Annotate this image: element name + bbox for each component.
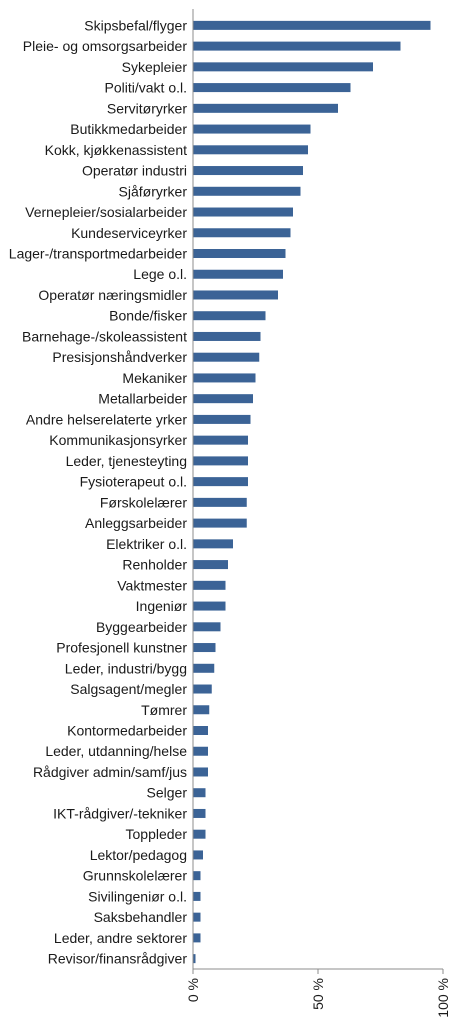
- bar: [193, 788, 206, 798]
- bar: [193, 684, 212, 694]
- bar: [193, 601, 226, 611]
- category-label: Revisor/finansrådgiver: [48, 951, 188, 967]
- category-label: Pleie- og omsorgsarbeider: [23, 38, 188, 54]
- category-labels-group: Skipsbefal/flyger Pleie- og omsorgsarbeid…: [9, 17, 188, 966]
- bar: [193, 186, 301, 196]
- category-label: Leder, industri/bygg: [65, 660, 187, 676]
- bar: [193, 643, 216, 653]
- bar: [193, 580, 226, 590]
- bar: [193, 954, 196, 964]
- category-label: Lege o.l.: [133, 266, 187, 282]
- category-label: Toppleder: [126, 826, 188, 842]
- category-label: Rådgiver admin/samf/jus: [33, 764, 187, 780]
- category-label: Operatør næringsmidler: [38, 287, 187, 303]
- bar: [193, 456, 248, 466]
- category-label: Mekaniker: [122, 370, 187, 386]
- category-label: Salgsagent/megler: [70, 681, 187, 697]
- bar: [193, 808, 206, 818]
- category-label: Leder, andre sektorer: [54, 930, 187, 946]
- bars-group: [193, 20, 431, 964]
- bar: [193, 912, 201, 922]
- bar: [193, 20, 431, 30]
- bar: [193, 331, 261, 341]
- category-label: Kontormedarbeider: [67, 723, 187, 739]
- category-label: Anleggsarbeider: [85, 515, 187, 531]
- category-label: Grunnskolelærer: [83, 868, 188, 884]
- category-label: Selger: [147, 785, 188, 801]
- bar: [193, 829, 206, 839]
- bar: [193, 871, 201, 881]
- bar: [193, 518, 247, 528]
- category-label: Bonde/fisker: [109, 308, 187, 324]
- bar: [193, 83, 351, 93]
- category-label: Leder, tjenesteyting: [66, 453, 187, 469]
- category-label: IKT-rådgiver/-tekniker: [53, 805, 187, 821]
- bar: [193, 394, 253, 404]
- category-label: Politi/vakt o.l.: [105, 80, 187, 96]
- category-label: Vaktmester: [117, 577, 187, 593]
- bar: [193, 414, 251, 424]
- category-label: Fysioterapeut o.l.: [80, 474, 187, 490]
- category-label: Sykepleier: [122, 59, 188, 75]
- bar: [193, 560, 228, 570]
- bar: [193, 726, 208, 735]
- bar: [193, 767, 208, 777]
- category-label: Kommunikasjonsyrker: [49, 432, 187, 448]
- bar: [193, 249, 286, 258]
- bar: [193, 228, 291, 238]
- category-label: Operatør industri: [82, 163, 187, 179]
- category-label: Kokk, kjøkkenassistent: [45, 142, 187, 158]
- bar: [193, 207, 293, 217]
- category-label: Kundeserviceyrker: [71, 225, 187, 241]
- category-label: Førskolelærer: [100, 494, 187, 510]
- bar: [193, 746, 208, 756]
- category-label: Leder, utdanning/helse: [45, 743, 187, 759]
- category-label: Vernepleier/sosialarbeider: [25, 204, 187, 220]
- x-tick-label: 0 %: [185, 978, 201, 1002]
- bar: [193, 103, 338, 113]
- category-label: Profesjonell kunstner: [56, 640, 187, 656]
- bar: [193, 497, 247, 507]
- category-label: Renholder: [122, 557, 187, 573]
- bar: [193, 352, 260, 362]
- category-label: Andre helserelaterte yrker: [26, 411, 187, 427]
- bar: [193, 850, 203, 860]
- x-tick-label: 50 %: [310, 978, 326, 1010]
- category-label: Servitøryrker: [107, 100, 187, 116]
- category-label: Sjåføryrker: [119, 183, 188, 199]
- category-label: Barnehage-/skoleassistent: [22, 328, 187, 344]
- bar: [193, 539, 233, 549]
- category-label: Tømrer: [141, 702, 187, 718]
- bar: [193, 933, 201, 943]
- category-label: Metallarbeider: [98, 391, 187, 407]
- bar: [193, 290, 278, 300]
- x-tick-label: 100 %: [435, 978, 450, 1018]
- bar: [193, 124, 311, 134]
- category-label: Lager-/transportmedarbeider: [9, 246, 188, 262]
- bar: [193, 269, 283, 279]
- bar: [193, 373, 256, 383]
- category-label: Skipsbefal/flyger: [84, 17, 187, 33]
- category-label: Ingeniør: [136, 598, 188, 614]
- bar: [193, 663, 215, 673]
- bar: [193, 166, 303, 176]
- bar: [193, 145, 308, 155]
- category-label: Butikkmedarbeider: [70, 121, 187, 137]
- category-label: Elektriker o.l.: [106, 536, 187, 552]
- bar: [193, 41, 401, 51]
- category-label: Byggearbeider: [96, 619, 187, 635]
- bar: [193, 622, 221, 632]
- category-label: Presisjonshåndverker: [52, 349, 187, 365]
- bar: [193, 311, 266, 321]
- bar: [193, 477, 248, 487]
- category-label: Saksbehandler: [94, 909, 188, 925]
- bar: [193, 891, 201, 901]
- category-label: Lektor/pedagog: [90, 847, 187, 863]
- bar: [193, 435, 248, 445]
- x-ticks-group: 0 % 50 % 100 %: [185, 969, 450, 1018]
- bar: [193, 62, 373, 72]
- bar: [193, 705, 210, 715]
- category-label: Sivilingeniør o.l.: [88, 888, 187, 904]
